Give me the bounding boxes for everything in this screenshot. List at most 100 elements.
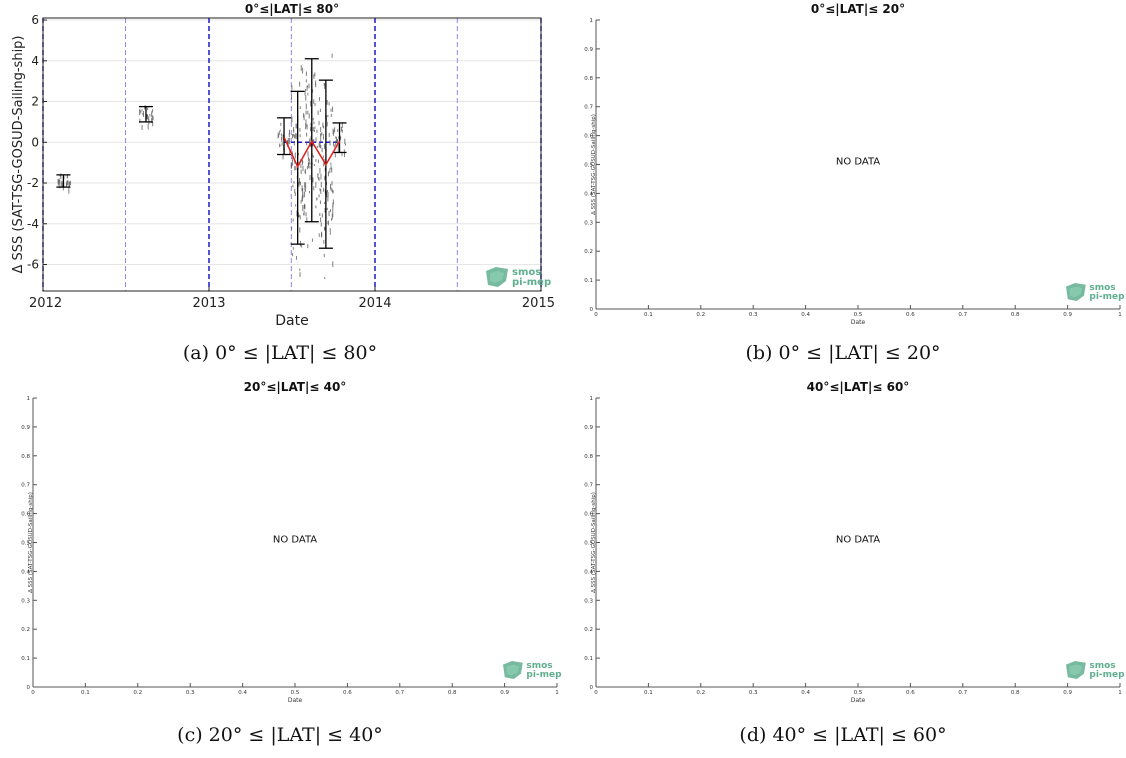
data-point-4-79 [316,145,318,148]
chart-d-y-tick-label-10: 1 [590,396,594,402]
data-point-1-10 [146,114,148,120]
data-point-4-84 [311,238,313,242]
data-point-4-12 [314,103,316,106]
chart-b-y-tick-label-9: 0.9 [584,47,593,53]
chart-b-x-tick-label-5: 0.5 [854,312,863,318]
data-point-5-55 [324,83,326,89]
caption-a: (a) 0° ≤ |LAT| ≤ 80° [182,342,378,364]
data-point-0-18 [61,182,63,188]
data-point-3-10 [292,247,294,250]
chart-d-y-tick-label-2: 0.2 [584,627,593,633]
chart-d-x-tick-label-9: 0.9 [1063,690,1072,696]
chart-c-logo-text-pimep: pi-mep [526,670,562,680]
data-point-3-13 [292,159,294,166]
data-point-3-60 [299,134,301,138]
x-tick-label-1: 2013 [192,296,225,311]
data-point-3-63 [298,182,300,187]
data-point-3-51 [299,181,301,185]
data-point-3-78 [302,187,304,194]
data-point-6-3 [336,139,338,144]
data-point-5-66 [320,189,322,194]
chart-c-y-tick-label-0: 0 [27,685,31,691]
data-point-5-6 [330,108,332,112]
data-point-5-16 [322,122,324,128]
data-point-5-51 [320,127,322,133]
data-point-1-18 [147,123,149,130]
data-point-5-8 [321,132,323,136]
data-point-2-22 [282,153,284,160]
data-point-5-54 [329,228,331,233]
data-point-1-6 [149,114,151,117]
data-point-3-48 [293,126,295,131]
data-point-4-87 [305,110,307,115]
data-point-4-37 [308,83,310,89]
data-point-4-68 [306,85,308,91]
data-point-5-53 [323,125,325,129]
data-point-3-29 [300,163,302,169]
data-point-3-49 [293,129,295,133]
data-point-2-14 [279,144,281,147]
data-point-4-40 [318,233,320,237]
data-point-4-77 [312,117,314,121]
data-point-3-54 [294,188,296,194]
data-point-6-23 [340,126,342,132]
data-point-4-73 [306,123,308,130]
data-point-0-24 [60,173,62,180]
data-point-5-14 [323,253,325,258]
data-point-6-11 [341,123,343,129]
chart-c-x-tick-label-8: 0.8 [448,690,457,696]
data-point-5-61 [332,106,334,112]
data-point-4-57 [312,177,314,183]
data-point-5-77 [330,183,332,189]
data-point-0-15 [68,181,70,187]
data-point-3-41 [304,91,306,96]
data-point-4-49 [309,138,311,144]
data-point-6-5 [337,143,339,149]
data-point-1-9 [139,109,141,116]
data-point-4-55 [305,103,307,110]
data-point-3-22 [302,205,304,211]
chart-c-y-tick-label-1: 0.1 [21,656,30,662]
data-point-2-12 [288,129,290,135]
chart-d-logo-text-smos: smos [1089,661,1115,671]
data-point-6-15 [334,152,336,158]
y-tick-label-1: -4 [27,217,39,231]
data-point-5-52 [322,134,324,140]
data-point-4-56 [313,129,315,132]
data-point-3-43 [291,151,293,155]
data-point-5-19 [326,99,328,105]
data-point-2-15 [281,142,283,146]
data-point-3-81 [290,163,292,169]
data-point-4-47 [307,85,309,88]
data-point-5-13 [332,205,334,212]
data-point-5-26 [319,108,321,113]
chart-b-x-tick-label-9: 0.9 [1063,312,1072,318]
data-point-4-23 [309,162,311,165]
data-point-2-9 [278,134,280,138]
chart-a-svg: -6 -4 -2 0 2 4 6 2012 2013 2014 2015 0°≤|LAT|≤ 80° D… [11,2,555,329]
chart-c-svg: 0 0.1 0.2 0.3 0.4 0.5 0.6 0.7 0.8 0.9 1 0 0.1 0.2 0.3 0… [21,380,562,704]
data-point-4-72 [314,72,316,77]
x-axis-label: Date [275,313,308,329]
data-point-0-17 [59,179,61,184]
y-tick-label-6: 6 [31,13,39,27]
data-point-4-9 [314,126,316,129]
data-point-6-14 [337,148,339,154]
x-tick-label-3: 2015 [522,296,555,311]
chart-d-x-tick-label-7: 0.7 [958,690,967,696]
data-point-5-5 [319,142,321,148]
data-point-3-12 [303,207,305,210]
data-point-2-4 [281,139,283,143]
data-point-3-19 [302,67,304,74]
data-point-3-82 [300,65,302,71]
chart-c-x-axis-label: Date [288,697,303,704]
median-line [283,136,341,169]
data-point-5-47 [324,167,326,172]
chart-d-y-tick-label-7: 0.7 [584,483,593,489]
data-point-5-57 [324,277,326,280]
chart-c-y-tick-label-4: 0.4 [21,569,30,575]
data-point-4-6 [315,80,317,86]
chart-c-y-tick-label-7: 0.7 [21,483,30,489]
y-tick-label-5: 4 [31,54,39,68]
